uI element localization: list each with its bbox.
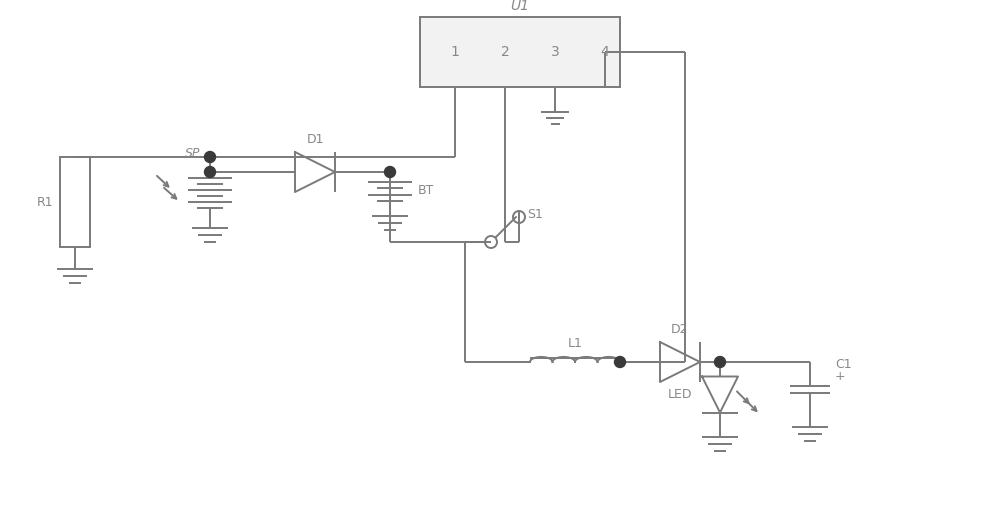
Text: BT: BT <box>418 184 434 196</box>
Text: C1: C1 <box>835 358 852 371</box>
Circle shape <box>205 151 216 162</box>
Text: U1: U1 <box>511 0 530 13</box>
Text: D1: D1 <box>306 133 324 146</box>
Circle shape <box>384 167 396 177</box>
Text: SP: SP <box>185 147 200 160</box>
Text: 1: 1 <box>451 45 459 59</box>
Text: 3: 3 <box>551 45 559 59</box>
Text: 2: 2 <box>501 45 509 59</box>
Circle shape <box>205 167 216 177</box>
Text: 4: 4 <box>601 45 609 59</box>
Text: S1: S1 <box>527 208 543 220</box>
Text: LED: LED <box>668 388 692 401</box>
Circle shape <box>614 357 626 367</box>
Text: D2: D2 <box>671 323 689 336</box>
Bar <box>420 17 620 87</box>
Circle shape <box>714 357 726 367</box>
Text: R1: R1 <box>37 196 53 208</box>
Bar <box>60 157 90 247</box>
Text: +: + <box>835 371 846 384</box>
Text: L1: L1 <box>568 337 582 350</box>
